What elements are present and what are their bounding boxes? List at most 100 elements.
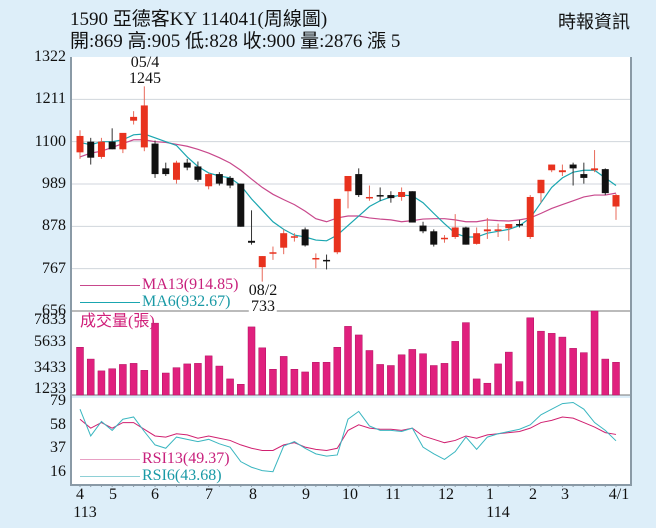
candle-body [516,224,524,226]
volume-bar [247,326,256,396]
rsi-tick-label: 79 [50,392,66,410]
volume-bar [547,333,556,396]
candle-body [194,166,202,180]
volume-bar [204,355,213,396]
rsi-tick-label: 37 [50,439,66,457]
candle-body [440,237,448,240]
x-tick-label: 10 [342,486,358,503]
rsi13-line [79,416,617,451]
ma6-line [79,133,617,242]
candle-body [451,227,459,238]
candle-body [97,141,105,157]
candle-body [301,229,309,246]
price-tick-label: 656 [42,302,66,319]
volume-bar [312,362,320,396]
candle-body [419,225,427,232]
volume-bar [515,381,524,396]
candle-body [462,227,470,245]
price-tick-label: 1211 [34,90,66,108]
candle-body [483,229,491,232]
high-value: 1245 [129,70,161,87]
candle-body [473,233,481,244]
candle-body [505,224,513,229]
candle-body [323,259,331,262]
volume-bar [86,358,95,396]
rsi-panel [72,398,630,484]
price-summary: 開:869 高:905 低:828 收:900 量:2876 漲 5 [70,31,401,52]
volume-bar [569,348,577,396]
volume-bar [408,349,417,396]
candle-body [408,191,416,223]
x-tick-label: 5 [109,486,117,503]
candle-body [140,105,148,148]
volume-bar [237,384,245,396]
volume-bar [322,362,331,396]
candle-body [205,174,213,187]
volume-bar [580,352,588,396]
candle-body [237,183,245,227]
candle-body [162,168,170,175]
volume-bar [172,367,181,396]
legend-rsi6: RSI6(43.68) [80,468,222,484]
high-annotation: 05/4 1245 [129,55,161,87]
volume-bar [440,363,449,396]
candle-body [290,236,298,238]
x-tick-label: 11 [385,486,401,503]
volume-bar [387,365,395,396]
volume-bar [279,356,288,396]
candle-body [172,162,180,180]
rsi6-swatch [80,475,140,477]
candle-body [355,174,363,196]
x-tick-label: 7 [205,486,213,503]
price-tick-label: 878 [42,217,66,235]
x-tick-label: 8 [249,486,257,503]
x-tick-label: 4 [76,486,84,503]
volume-bar [333,347,342,396]
candle-body [130,116,138,121]
volume-bar [505,351,513,396]
volume-tick-label: 1233 [34,380,66,397]
candle-body [280,233,288,248]
volume-bar [269,369,277,396]
high-date: 05/4 [130,54,160,71]
candle-body [119,132,127,150]
rsi13-swatch [80,458,140,460]
legend-rsi13: RSI13(49.37) [80,451,230,467]
price-tick-label: 767 [42,259,66,277]
candle-body [430,231,438,245]
legend-ma13: MA13(914.85) [80,277,238,293]
volume-tick-label: 7833 [34,311,66,328]
ma13-label: MA13(914.85) [142,276,239,293]
candle-body [376,195,384,197]
candle-body [591,168,599,171]
price-tick-label: 989 [42,175,66,192]
volume-bar [612,362,620,396]
x-tick-label: 3 [561,486,569,503]
page-title: 1590 亞德客KY 114041(周線圖) [70,9,328,30]
rsi6-line [79,401,617,473]
candle-body [183,162,191,168]
candle-body [258,256,266,268]
candle-body [612,195,620,207]
volume-bar [365,350,374,396]
candle-body [548,164,556,171]
volume-bar [119,364,127,396]
candle-body [558,170,566,173]
low-annotation: 08/2 733 [248,282,278,315]
candle-body [87,141,95,158]
year-label: 113 [73,504,97,521]
volume-bar [354,334,363,396]
candle-body [365,196,373,199]
price-tick-label: 1100 [34,132,66,150]
brand-label: 時報資訊 [558,12,630,33]
volume-bar [162,372,170,396]
candle-body [398,192,406,197]
x-tick-label: 1 [486,486,494,503]
volume-bar [558,336,567,396]
candle-body [269,252,277,254]
ma6-label: MA6(932.67) [142,293,231,310]
low-date: 08/2 [248,282,278,299]
volume-bar [258,347,266,396]
legend-volume: 成交量(張) [80,313,155,330]
